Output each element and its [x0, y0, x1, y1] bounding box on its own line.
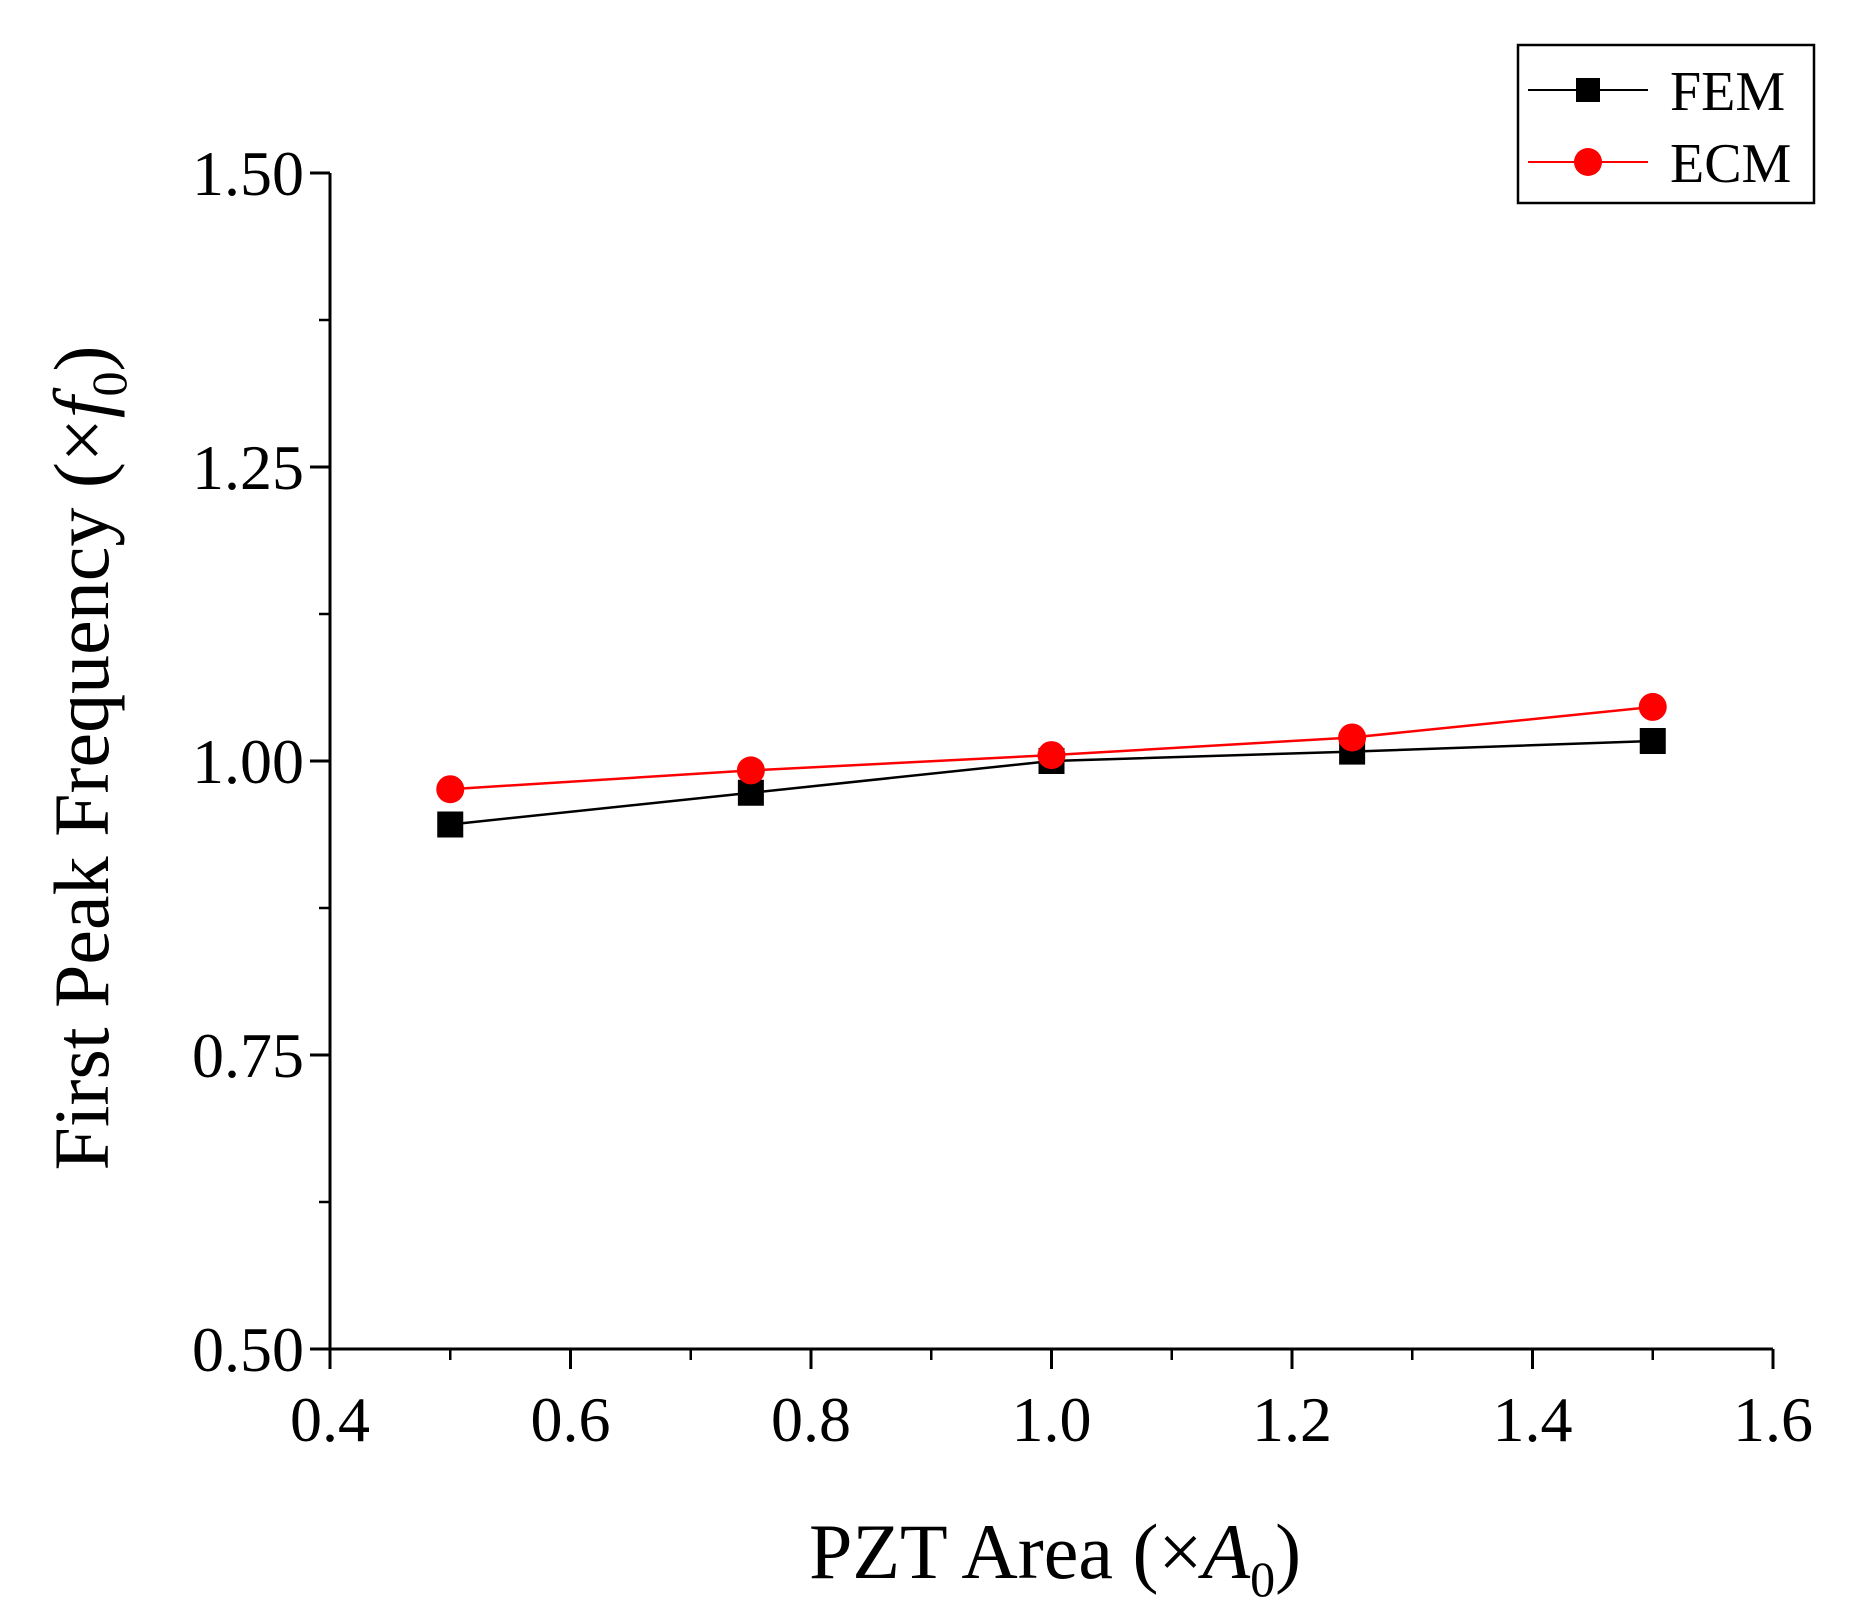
x-axis-title: PZT Area (×A0): [809, 1508, 1301, 1607]
x-tick-label: 0.6: [531, 1384, 611, 1455]
y-tick-label: 1.00: [192, 726, 304, 797]
series-ecm-point: [1638, 692, 1667, 721]
series-ecm-point: [1037, 741, 1066, 770]
x-tick-label: 1.0: [1012, 1384, 1092, 1455]
series-fem-point: [437, 811, 464, 838]
y-axis-title: First Peak Frequency (×f0): [38, 345, 137, 1170]
y-tick-label: 0.75: [192, 1020, 304, 1091]
series-ecm-point: [436, 775, 465, 804]
legend-fem-marker: [1576, 78, 1600, 102]
x-tick-label: 0.8: [771, 1384, 851, 1455]
y-tick-label: 0.50: [192, 1314, 304, 1385]
y-tick-label: 1.25: [192, 432, 304, 503]
legend: FEM ECM: [1516, 43, 1816, 205]
y-tick-label: 1.50: [192, 138, 304, 209]
x-tick-label: 1.6: [1733, 1384, 1813, 1455]
legend-ecm-label: ECM: [1670, 133, 1791, 195]
legend-fem-label: FEM: [1670, 61, 1785, 123]
axes: 0.50 0.75 1.00 1.25 1.50 0.4 0.6 0.8 1.0 1.2 1.4 1.…: [192, 138, 1813, 1455]
plot-area: [436, 692, 1667, 838]
x-tick-label: 1.4: [1493, 1384, 1573, 1455]
legend-frame: [1516, 43, 1816, 205]
x-tick-label: 0.4: [290, 1384, 370, 1455]
series-fem-point: [1639, 728, 1666, 755]
x-tick-label: 1.2: [1252, 1384, 1332, 1455]
series-ecm-point: [736, 756, 765, 785]
legend-ecm-marker: [1574, 148, 1602, 176]
series-ecm-point: [1338, 723, 1367, 752]
